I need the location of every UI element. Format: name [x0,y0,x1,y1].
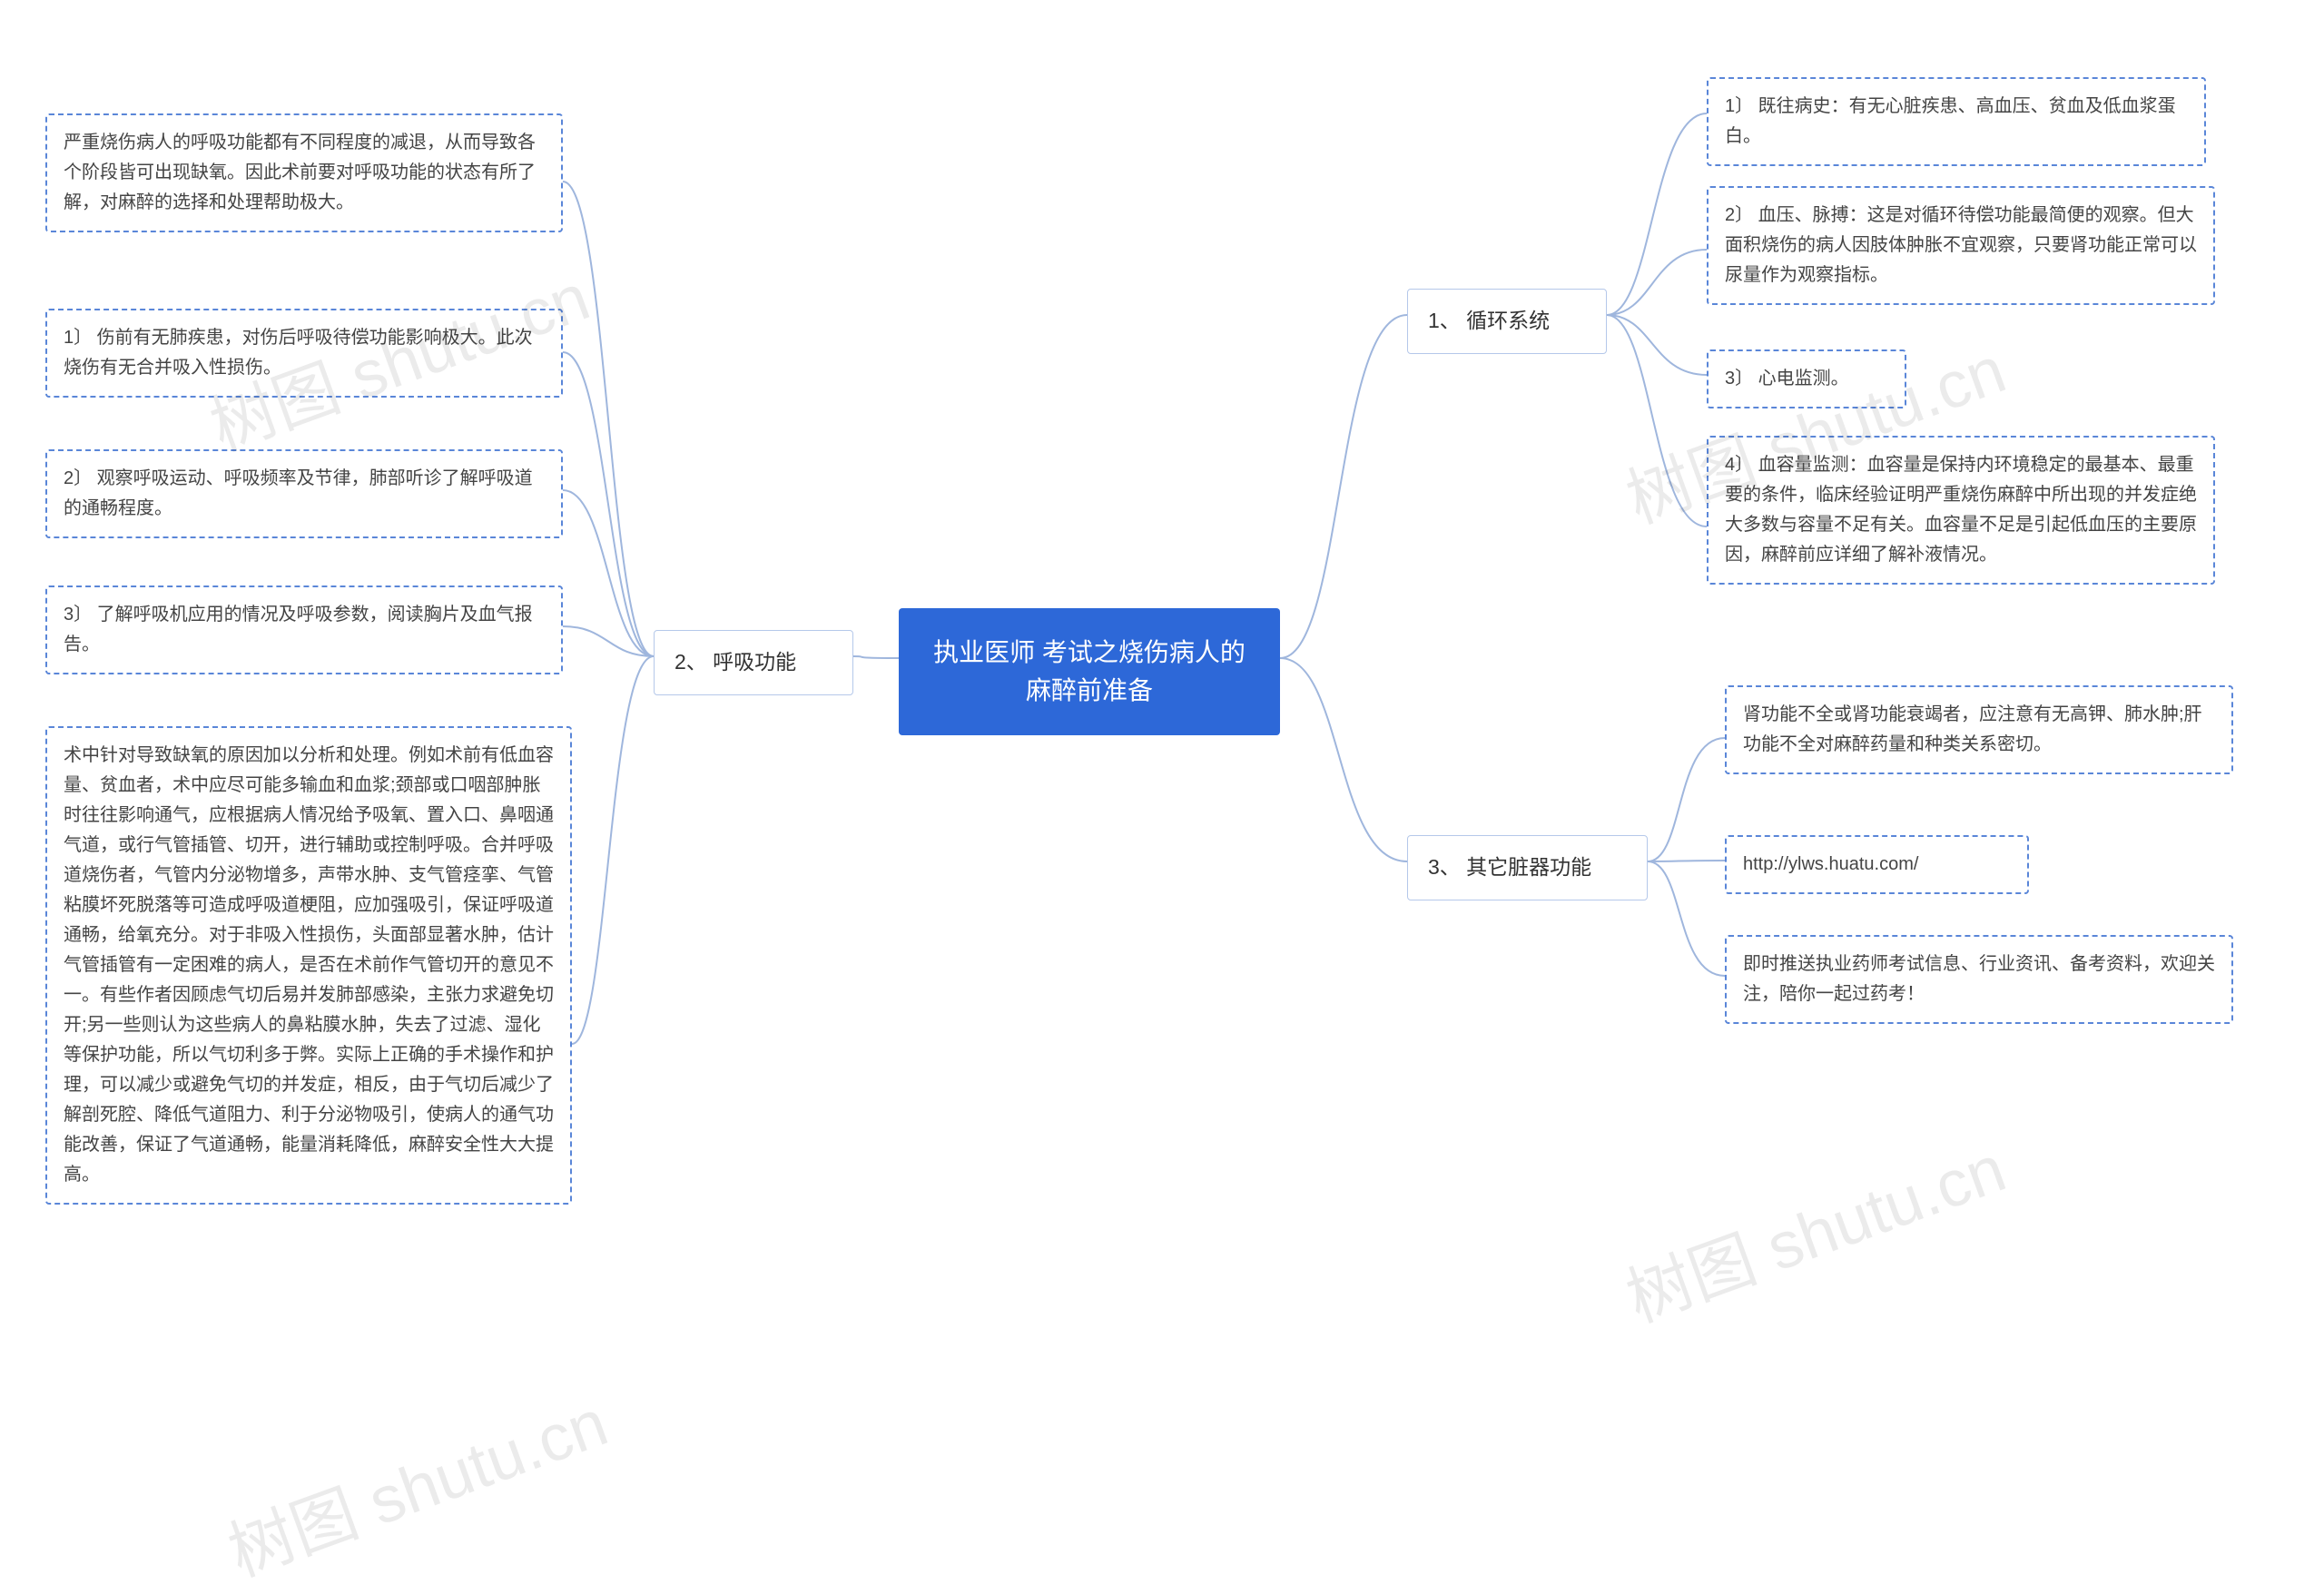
leaf-node: 2〕 血压、脉搏：这是对循环待偿功能最简便的观察。但大面积烧伤的病人因肢体肿胀不… [1707,186,2215,305]
leaf-node: 2〕 观察呼吸运动、呼吸频率及节律，肺部听诊了解呼吸道的通畅程度。 [45,449,563,538]
leaf-node: 4〕 血容量监测：血容量是保持内环境稳定的最基本、最重要的条件，临床经验证明严重… [1707,436,2215,585]
branch-node-circulation: 1、 循环系统 [1407,289,1607,354]
leaf-node: 3〕 心电监测。 [1707,349,1906,408]
mindmap-canvas: 执业医师 考试之烧伤病人的麻醉前准备 1、 循环系统 1〕 既往病史：有无心脏疾… [0,0,2324,1491]
leaf-node: 即时推送执业药师考试信息、行业资讯、备考资料，欢迎关注，陪你一起过药考！ [1725,935,2233,1024]
leaf-node: 严重烧伤病人的呼吸功能都有不同程度的减退，从而导致各个阶段皆可出现缺氧。因此术前… [45,113,563,232]
leaf-node: 肾功能不全或肾功能衰竭者，应注意有无高钾、肺水肿;肝功能不全对麻醉药量和种类关系… [1725,685,2233,774]
leaf-node: 1〕 既往病史：有无心脏疾患、高血压、贫血及低血浆蛋白。 [1707,77,2206,166]
watermark: 树图 shutu.cn [213,1370,618,1594]
watermark: 树图 shutu.cn [1611,1116,2016,1341]
branch-node-other-organs: 3、 其它脏器功能 [1407,835,1648,900]
leaf-node: 1〕 伤前有无肺疾患，对伤后呼吸待偿功能影响极大。此次烧伤有无合并吸入性损伤。 [45,309,563,398]
leaf-node: http://ylws.huatu.com/ [1725,835,2029,894]
leaf-node: 3〕 了解呼吸机应用的情况及呼吸参数，阅读胸片及血气报告。 [45,585,563,674]
branch-node-respiration: 2、 呼吸功能 [654,630,853,695]
center-node: 执业医师 考试之烧伤病人的麻醉前准备 [899,608,1280,735]
leaf-node: 术中针对导致缺氧的原因加以分析和处理。例如术前有低血容量、贫血者，术中应尽可能多… [45,726,572,1205]
